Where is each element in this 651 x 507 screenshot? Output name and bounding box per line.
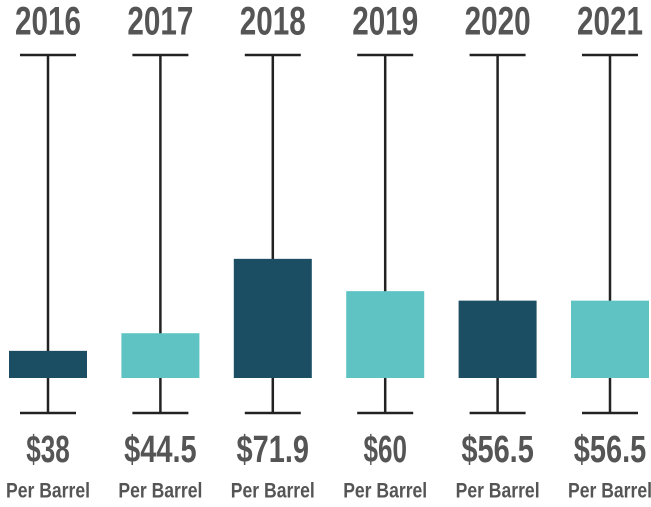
year-label: 2020 bbox=[465, 0, 531, 44]
unit-label: Per Barrel bbox=[456, 480, 540, 503]
bar bbox=[571, 300, 649, 378]
bar bbox=[9, 350, 87, 378]
unit-label: Per Barrel bbox=[118, 480, 202, 503]
bar bbox=[458, 300, 537, 378]
year-label: 2016 bbox=[15, 0, 81, 44]
value-label: $56.5 bbox=[574, 429, 647, 471]
value-label: $71.9 bbox=[237, 429, 310, 471]
unit-label: Per Barrel bbox=[6, 480, 90, 503]
bar bbox=[346, 291, 425, 378]
value-label: $38 bbox=[26, 429, 70, 471]
value-label: $44.5 bbox=[124, 429, 197, 471]
year-label: 2018 bbox=[240, 0, 306, 44]
year-label: 2019 bbox=[352, 0, 418, 44]
value-label: $56.5 bbox=[461, 429, 534, 471]
bar bbox=[121, 333, 200, 378]
unit-label: Per Barrel bbox=[343, 480, 427, 503]
unit-label: Per Barrel bbox=[568, 480, 651, 503]
year-label: 2017 bbox=[127, 0, 193, 44]
year-label: 2021 bbox=[577, 0, 643, 44]
unit-label: Per Barrel bbox=[231, 480, 315, 503]
value-label: $60 bbox=[363, 429, 407, 471]
bar bbox=[233, 258, 312, 378]
